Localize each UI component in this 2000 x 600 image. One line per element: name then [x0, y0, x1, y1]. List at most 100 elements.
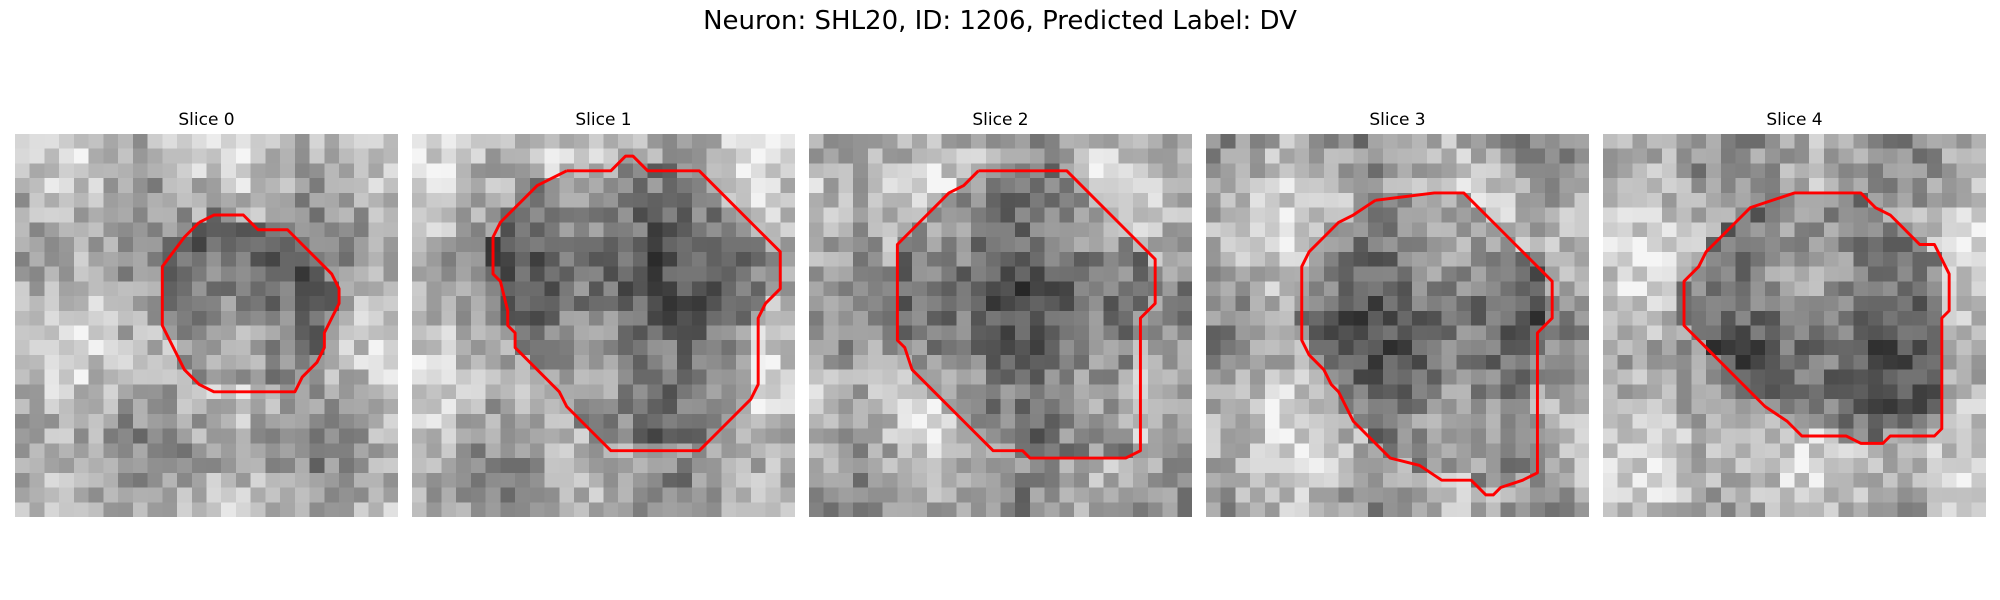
pixel	[1250, 458, 1266, 474]
pixel	[1250, 369, 1266, 385]
pixel	[1661, 178, 1677, 194]
pixel	[1162, 237, 1178, 253]
pixel	[1000, 266, 1016, 282]
pixel	[1206, 251, 1222, 267]
pixel	[823, 384, 839, 400]
pixel	[912, 266, 928, 282]
pixel	[1264, 502, 1280, 517]
pixel	[1765, 354, 1781, 370]
pixel	[1015, 237, 1031, 253]
pixel	[1250, 325, 1266, 341]
pixel	[147, 340, 163, 356]
pixel	[1353, 384, 1369, 400]
pixel	[235, 251, 251, 267]
pixel	[882, 399, 898, 415]
pixel	[1133, 281, 1149, 297]
pixel	[647, 192, 663, 208]
pixel	[1544, 163, 1560, 179]
pixel	[1794, 340, 1810, 356]
pixel	[867, 472, 883, 488]
pixel	[191, 134, 207, 150]
pixel	[59, 487, 75, 503]
pixel	[1029, 443, 1045, 459]
pixel	[412, 134, 428, 150]
pixel	[1897, 354, 1913, 370]
pixel	[309, 413, 325, 429]
pixel	[1912, 487, 1928, 503]
pixel	[912, 413, 928, 429]
pixel	[470, 325, 486, 341]
pixel	[971, 207, 987, 223]
pixel	[73, 354, 89, 370]
pixel	[1279, 251, 1295, 267]
pixel	[1971, 281, 1986, 297]
pixel	[853, 237, 869, 253]
pixel	[1617, 472, 1633, 488]
pixel	[1971, 369, 1986, 385]
pixel	[1485, 207, 1501, 223]
pixel	[1912, 458, 1928, 474]
pixel	[1971, 178, 1986, 194]
pixel	[515, 163, 531, 179]
pixel	[926, 134, 942, 150]
pixel	[1853, 325, 1869, 341]
pixel	[529, 340, 545, 356]
pixel	[1544, 472, 1560, 488]
pixel	[706, 384, 722, 400]
pixel	[1103, 502, 1119, 517]
pixel	[59, 281, 75, 297]
pixel	[1456, 222, 1472, 238]
pixel	[618, 325, 634, 341]
pixel	[88, 399, 104, 415]
pixel	[1279, 207, 1295, 223]
pixel	[1264, 384, 1280, 400]
pixel	[1368, 354, 1384, 370]
pixel	[1912, 163, 1928, 179]
pixel	[1074, 340, 1090, 356]
pixel	[1956, 207, 1972, 223]
pixel	[1309, 148, 1325, 164]
pixel	[1485, 502, 1501, 517]
pixel	[383, 340, 398, 356]
pixel	[1971, 222, 1986, 238]
pixel	[544, 458, 560, 474]
pixel	[1353, 443, 1369, 459]
pixel	[441, 384, 457, 400]
pixel	[1368, 325, 1384, 341]
pixel	[853, 354, 869, 370]
pixel	[1059, 413, 1075, 429]
pixel	[132, 384, 148, 400]
pixel	[618, 163, 634, 179]
pixel	[882, 192, 898, 208]
pixel	[1574, 325, 1589, 341]
pixel	[59, 369, 75, 385]
pixel	[515, 134, 531, 150]
pixel	[1544, 237, 1560, 253]
pixel	[544, 384, 560, 400]
pixel	[1838, 340, 1854, 356]
pixel	[1059, 369, 1075, 385]
pixel	[1500, 369, 1516, 385]
pixel	[1368, 237, 1384, 253]
pixel	[1779, 222, 1795, 238]
pixel	[1250, 266, 1266, 282]
pixel	[574, 354, 590, 370]
pixel	[897, 413, 913, 429]
pixel	[691, 251, 707, 267]
pixel	[1617, 178, 1633, 194]
pixel	[559, 325, 575, 341]
pixel	[529, 428, 545, 444]
pixel	[1632, 428, 1648, 444]
pixel	[882, 487, 898, 503]
pixel	[1235, 134, 1251, 150]
pixel	[118, 207, 134, 223]
pixel	[1794, 163, 1810, 179]
pixel	[1147, 310, 1163, 326]
pixel	[971, 413, 987, 429]
pixel	[985, 281, 1001, 297]
pixel	[647, 354, 663, 370]
pixel	[588, 502, 604, 517]
slice-panel-4: Slice 4	[1603, 108, 1986, 517]
pixel	[1912, 369, 1928, 385]
pixel	[853, 369, 869, 385]
